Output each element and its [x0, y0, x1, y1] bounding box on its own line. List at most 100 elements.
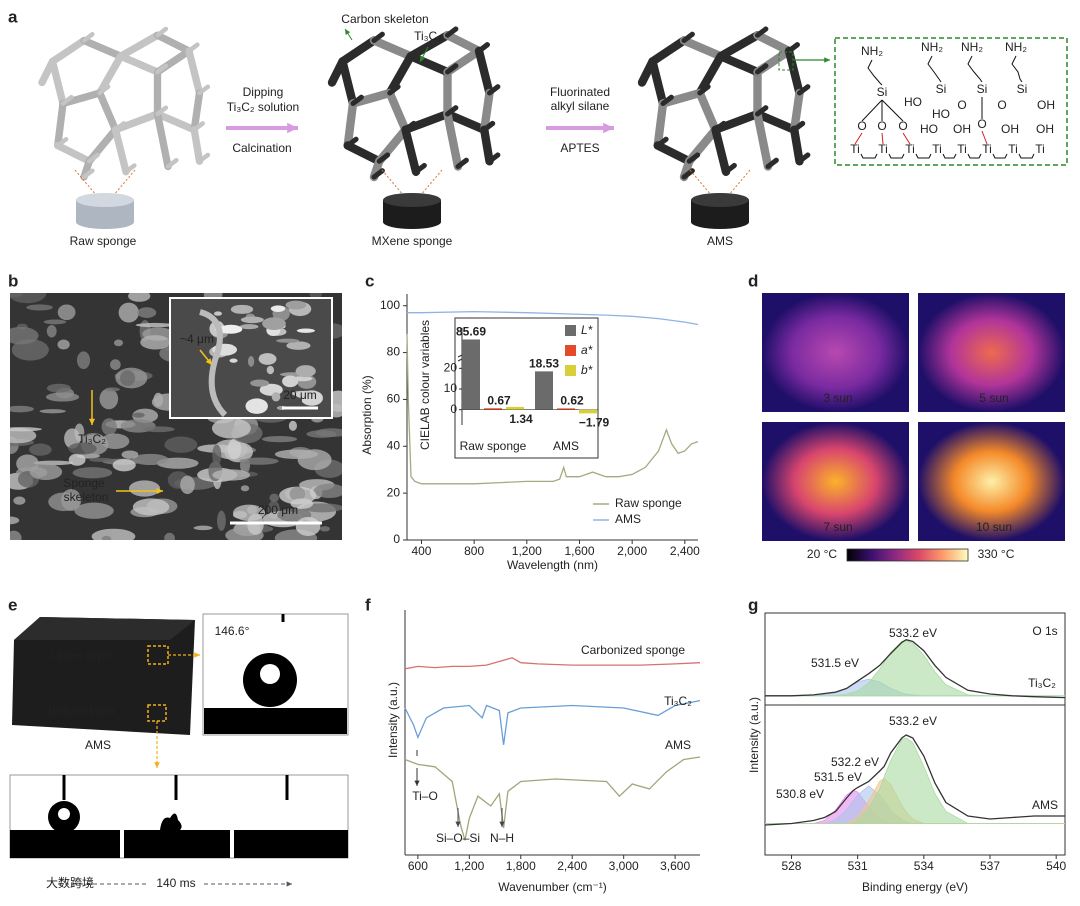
y-axis-label: Intensity (a.u.)	[747, 697, 761, 773]
series-line	[765, 638, 1066, 699]
bar	[557, 408, 575, 410]
branch	[718, 47, 732, 59]
branch	[754, 105, 769, 117]
annotation: 530.8 eV	[776, 787, 824, 801]
strut	[753, 109, 773, 171]
bar	[462, 339, 480, 410]
view-line	[727, 169, 751, 197]
sem-flake	[230, 304, 254, 314]
strut	[637, 57, 657, 87]
branch	[655, 136, 669, 149]
strut	[790, 88, 804, 134]
legend-swatch	[565, 345, 576, 356]
sem-flake	[29, 463, 63, 480]
strut	[385, 88, 410, 134]
branch	[408, 47, 422, 59]
x-tick-label: 800	[464, 544, 484, 558]
sem-flake	[262, 435, 298, 443]
photo-label: Bottom layer	[48, 704, 115, 718]
branch	[155, 63, 169, 75]
sem-flake	[291, 376, 313, 382]
x-tick-label: 531	[848, 859, 868, 873]
thermal-label: 7 sun	[823, 520, 852, 534]
series-label: Carbonized sponge	[581, 643, 685, 657]
sem-flake	[258, 353, 277, 365]
branch	[97, 84, 111, 96]
branch	[481, 120, 496, 133]
sem-flake	[296, 328, 315, 333]
plot-frame	[764, 704, 1066, 856]
chem-label: HO	[932, 107, 950, 121]
view-line	[74, 169, 98, 197]
sem-flake	[10, 293, 47, 304]
chem-label: HO	[920, 122, 938, 136]
sem-flake	[112, 458, 136, 472]
branch	[60, 94, 74, 106]
caption: Raw sponge	[70, 234, 137, 248]
arrow-head	[824, 57, 830, 63]
component-area	[765, 737, 1065, 824]
sem-label: Ti₃C₂	[78, 432, 106, 446]
x-axis-label: Wavenumber (cm⁻¹)	[498, 880, 607, 894]
x-tick-label: 1,200	[512, 544, 542, 558]
sem-flake	[61, 488, 82, 511]
splash	[160, 813, 182, 830]
sem-flake	[164, 436, 198, 453]
sem-flake	[262, 317, 286, 330]
series-line	[764, 734, 1065, 826]
legend-label: AMS	[615, 512, 641, 526]
branch	[786, 42, 800, 54]
sem-flake	[68, 442, 97, 455]
legend-label: b*	[581, 363, 593, 377]
sem-flake	[240, 316, 264, 324]
value-label: 0.62	[560, 394, 584, 408]
strut	[653, 99, 668, 150]
sem-flake	[137, 307, 157, 318]
branch	[697, 84, 711, 96]
sem-flake	[297, 449, 332, 471]
strut	[153, 110, 198, 134]
y-tick-label: 60	[387, 392, 401, 406]
strut	[443, 109, 463, 171]
droplet-highlight	[260, 664, 280, 684]
chem-label: NH₂	[861, 44, 883, 58]
sample-top	[14, 617, 195, 640]
y-tick-label: 80	[387, 345, 401, 359]
bond	[881, 99, 904, 122]
ti-bond	[967, 153, 982, 159]
strut	[784, 46, 804, 98]
bar	[506, 406, 524, 410]
strut	[716, 52, 762, 77]
arrow-head	[287, 122, 298, 134]
x-axis-label: Wavelength (nm)	[507, 558, 598, 572]
strut	[753, 31, 794, 56]
sem-flake	[132, 412, 145, 418]
sem-flake	[11, 339, 49, 361]
branch	[754, 26, 769, 38]
sem-flake	[212, 469, 251, 481]
arrow-head	[345, 29, 351, 35]
chem-label: NH₂	[921, 40, 943, 54]
branch	[712, 120, 727, 133]
angle-label: 146.6°	[215, 624, 250, 638]
sem-flake	[10, 405, 34, 413]
strut	[54, 99, 67, 150]
thermal-label: 5 sun	[979, 391, 1008, 405]
sem-flake	[239, 324, 259, 330]
sem-flake	[288, 420, 297, 431]
y-tick-label: 20	[444, 361, 458, 375]
chem-label: O	[957, 98, 966, 112]
sem-flake	[57, 339, 70, 350]
strut	[96, 89, 120, 134]
x-tick-label: 400	[411, 544, 431, 558]
sem-flake	[43, 319, 67, 325]
process-text: Fluorinated	[550, 85, 610, 99]
panel-label: f	[365, 595, 371, 614]
branch	[796, 152, 811, 164]
arrow-head	[88, 418, 96, 425]
strut	[111, 126, 130, 176]
x-tick-label: AMS	[553, 439, 579, 453]
panel-label: e	[8, 595, 17, 614]
strut	[48, 57, 67, 108]
